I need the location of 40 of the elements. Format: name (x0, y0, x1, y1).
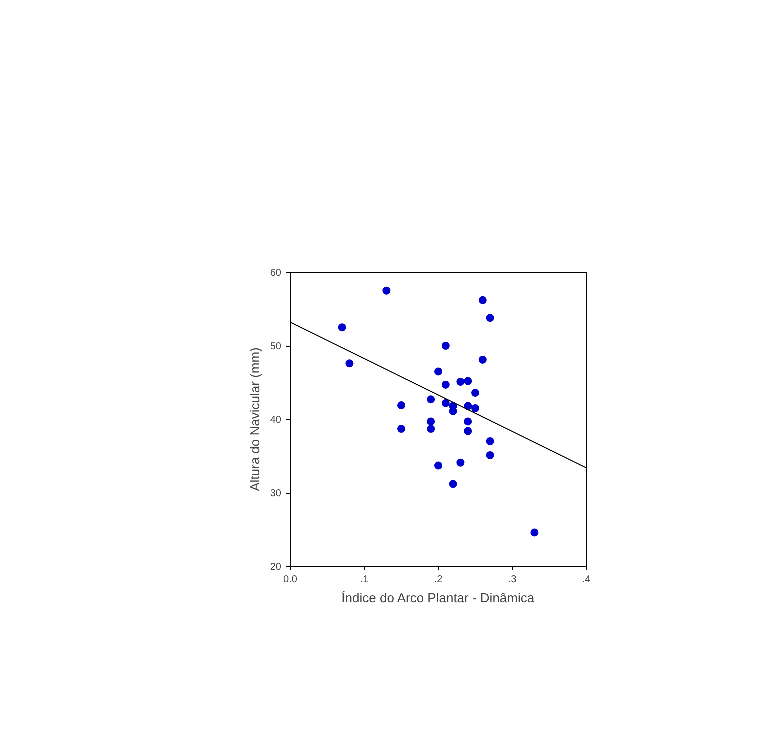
x-tick-label: .1 (360, 574, 370, 586)
x-tick-label: .2 (434, 574, 444, 586)
point (464, 418, 472, 426)
y-tick-label: 60 (270, 268, 282, 279)
point (472, 389, 480, 398)
point (442, 380, 450, 389)
point (427, 396, 436, 404)
point (456, 458, 465, 467)
point (486, 452, 494, 460)
y-tick-label: 20 (270, 562, 282, 573)
point (398, 402, 406, 410)
point (346, 360, 354, 368)
point (382, 286, 391, 295)
point (464, 377, 472, 386)
x-axis-title: Índice do Arco Plantar - Dinâmica (342, 590, 536, 606)
y-tick-label: 30 (270, 488, 282, 500)
point (442, 399, 450, 408)
point (442, 342, 450, 350)
point (478, 296, 487, 304)
y-tick-label: 40 (270, 415, 282, 426)
point (472, 404, 480, 412)
point (338, 324, 346, 332)
point (464, 427, 472, 436)
point (434, 462, 442, 470)
point (449, 480, 458, 488)
point (456, 378, 465, 386)
y-tick-label: 50 (270, 342, 282, 352)
x-tick-label: .4 (582, 574, 592, 586)
point (398, 425, 406, 434)
x-tick-label: 0.0 (284, 574, 298, 586)
point (434, 368, 442, 376)
point (530, 528, 539, 537)
point (486, 438, 494, 446)
x-tick-label: .3 (508, 574, 518, 586)
point (478, 356, 487, 364)
y-axis-title: Altura do Navicular (mm) (247, 348, 262, 492)
point (427, 418, 436, 426)
point (464, 402, 472, 410)
point (486, 314, 494, 322)
point (427, 425, 436, 434)
